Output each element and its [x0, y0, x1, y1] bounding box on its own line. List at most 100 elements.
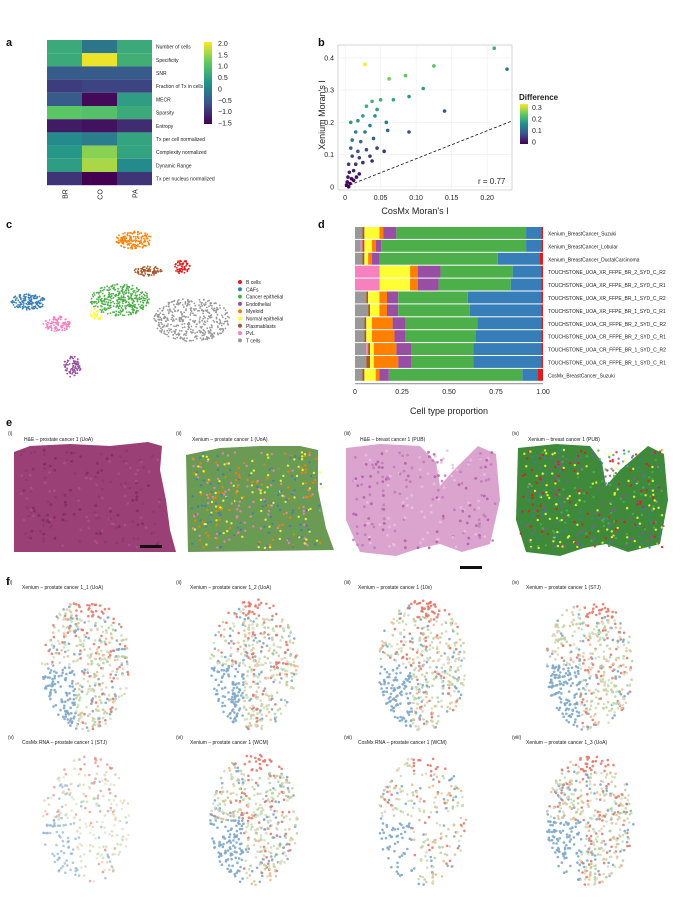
- umap-point: [99, 318, 101, 320]
- umap-point: [173, 325, 175, 327]
- tissue-dot: [108, 608, 111, 611]
- tissue-dot: [249, 666, 252, 669]
- umap-point: [187, 299, 189, 301]
- stacked-bar-segment: [475, 330, 541, 342]
- tissue-dot: [366, 501, 369, 504]
- tissue-dot: [272, 629, 275, 632]
- tissue-dot: [260, 650, 263, 653]
- tissue-dot: [213, 666, 216, 669]
- umap-point: [98, 301, 100, 303]
- heatmap-row-label: Sparsity: [156, 111, 175, 117]
- tissue-dot: [94, 695, 97, 698]
- tissue-dot: [280, 712, 283, 715]
- umap-point: [139, 297, 141, 299]
- stacked-bar-segment: [380, 266, 410, 278]
- umap-point: [114, 295, 116, 297]
- tissue-dot: [479, 457, 482, 460]
- stacked-bar-segment: [372, 240, 376, 252]
- tissue-dot: [561, 545, 563, 547]
- scatter-points: [345, 46, 509, 188]
- tissue-dot: [116, 668, 119, 671]
- umap-point: [107, 313, 109, 315]
- tissue-dot: [260, 602, 263, 605]
- heatmap-cell: [47, 66, 82, 79]
- tissue-dot: [102, 708, 105, 711]
- tissue-dot: [136, 495, 139, 498]
- tissue-dot: [82, 721, 85, 724]
- tissue-dot: [369, 493, 372, 496]
- tissue-dot: [69, 707, 72, 710]
- umap-point: [168, 303, 170, 305]
- tissue-dot: [276, 691, 279, 694]
- umap-point: [65, 323, 67, 325]
- tissue-dot: [426, 721, 429, 724]
- tissue-dot: [441, 671, 444, 674]
- tissue-dot: [23, 489, 26, 492]
- umap-point: [24, 294, 26, 296]
- tissue-dot: [625, 671, 628, 674]
- tissue-dot: [422, 600, 425, 603]
- tissue-dot: [219, 537, 221, 539]
- tissue-dot: [266, 486, 268, 488]
- tissue-dot: [53, 670, 56, 673]
- heatmap-cell: [82, 66, 117, 79]
- tissue-dot: [319, 471, 321, 473]
- tissue-dot: [393, 491, 396, 494]
- tissue-dot: [44, 644, 47, 647]
- panel-e-index: (ii): [176, 431, 182, 437]
- tissue-dot: [556, 508, 558, 510]
- tissue-dot: [260, 671, 263, 674]
- tissue-dot: [611, 536, 613, 538]
- umap-point: [193, 303, 195, 305]
- tissue-dot: [411, 637, 414, 640]
- tissue-dot: [256, 486, 258, 488]
- tissue-dot: [233, 711, 236, 714]
- tissue-dot: [584, 693, 587, 696]
- tissue-dot: [632, 468, 634, 470]
- umap-point: [149, 266, 151, 268]
- tissue-dot: [266, 477, 268, 479]
- tissue-dot: [410, 675, 413, 678]
- heatmap-row-label: Tx per cell normalized: [156, 137, 205, 143]
- tissue-dot: [241, 536, 243, 538]
- tissue-dot: [258, 640, 261, 643]
- tissue-dot: [239, 522, 241, 524]
- tissue-dot: [545, 513, 547, 515]
- stacked-bar-segment: [355, 369, 363, 381]
- tissue-dot: [239, 662, 242, 665]
- tissue-dot: [77, 658, 80, 661]
- tissue-dot: [90, 628, 93, 631]
- tissue-dot: [643, 475, 645, 477]
- tissue-dot: [636, 517, 638, 519]
- tissue-dot: [558, 456, 560, 458]
- umap-point: [167, 309, 169, 311]
- tissue-dot: [42, 523, 45, 526]
- umap-point: [175, 318, 177, 320]
- umap-point: [200, 306, 202, 308]
- tissue-dot: [79, 684, 82, 687]
- tissue-dot: [396, 667, 399, 670]
- tissue-dot: [42, 540, 45, 543]
- tissue-dot: [97, 663, 100, 666]
- umap-point: [66, 373, 68, 375]
- tissue-dot: [425, 617, 428, 620]
- tissue-dot: [611, 611, 614, 614]
- tissue-dot: [300, 529, 302, 531]
- umap-point: [207, 318, 209, 320]
- umap-point: [64, 361, 66, 363]
- umap-point: [113, 303, 115, 305]
- tissue-dot: [219, 546, 221, 548]
- umap-point: [122, 314, 124, 316]
- umap-point: [45, 320, 47, 322]
- tissue-dot: [288, 626, 291, 629]
- tissue-dot: [220, 651, 223, 654]
- tissue-dot: [215, 678, 218, 681]
- umap-point: [16, 305, 18, 307]
- tissue-dot: [231, 502, 233, 504]
- tissue-dot: [87, 680, 90, 683]
- tissue-dot: [441, 632, 444, 635]
- stacked-bar-x-tick: 0: [353, 389, 357, 396]
- umap-point: [172, 320, 174, 322]
- panel-e-index: (i): [8, 431, 13, 437]
- tissue-dot: [398, 664, 401, 667]
